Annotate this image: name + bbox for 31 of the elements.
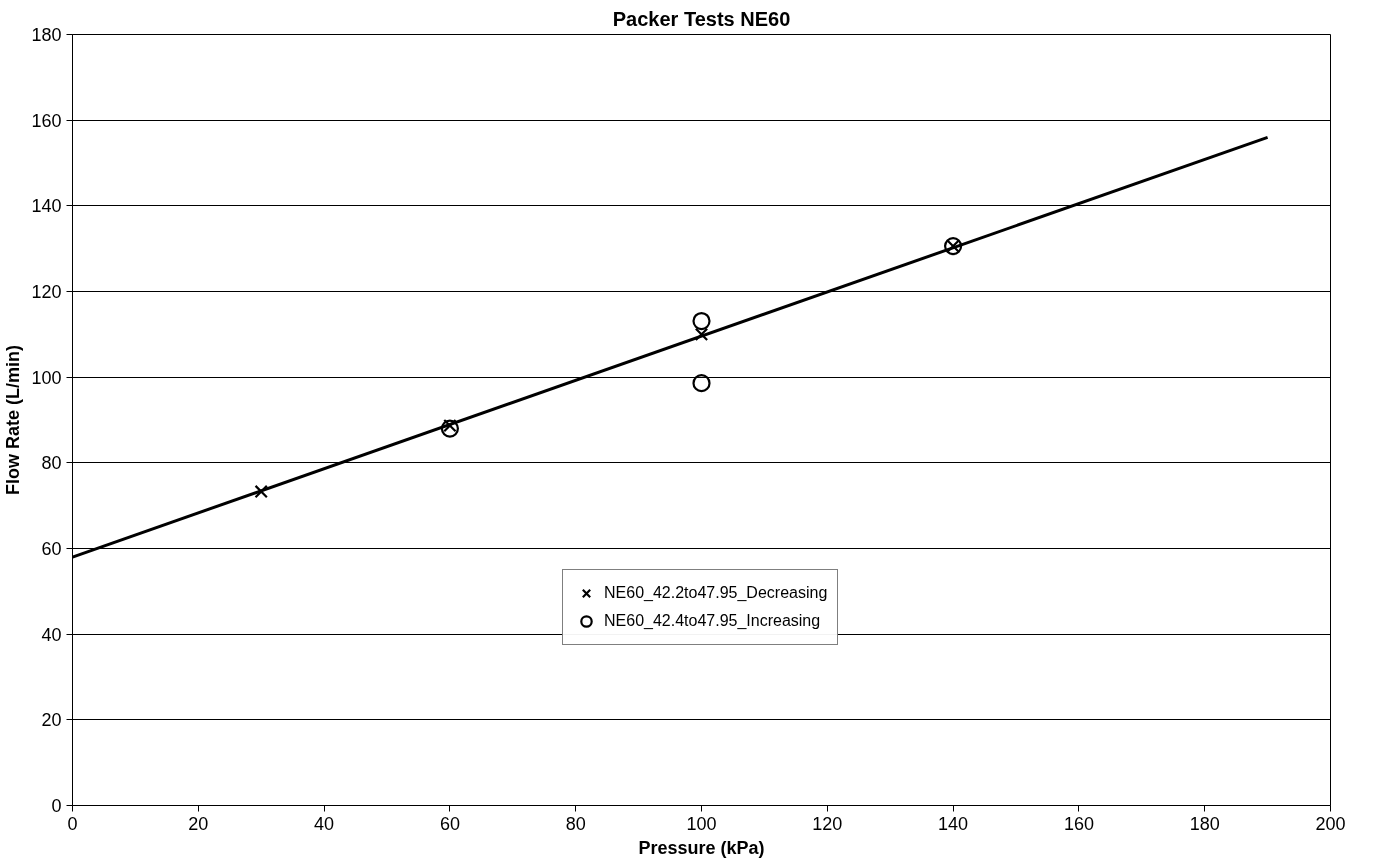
x-tick-label: 140 <box>938 813 969 834</box>
x-tick-label: 160 <box>1063 813 1094 834</box>
x-axis-title: Pressure (kPa) <box>638 837 765 858</box>
y-tick-label: 20 <box>41 710 62 731</box>
chart-title: Packer Tests NE60 <box>612 7 791 30</box>
y-tick-label: 120 <box>31 282 62 302</box>
x-tick-label: 100 <box>686 813 717 834</box>
point <box>254 484 268 499</box>
point <box>692 374 711 393</box>
y-tick-label: 80 <box>41 453 62 474</box>
legend-label: NE60_42.4to47.95_Increasing <box>604 612 821 630</box>
x-tick-label: 120 <box>812 813 843 834</box>
x-tick-label: 20 <box>188 813 209 834</box>
y-tick-label: 60 <box>41 539 62 559</box>
y-tick-label: 140 <box>31 196 62 217</box>
y-tick-label: 100 <box>31 367 62 388</box>
y-tick-label: 0 <box>51 796 62 816</box>
x-tick-label: 200 <box>1315 813 1346 834</box>
legend-label: NE60_42.2to47.95_Decreasing <box>604 584 828 602</box>
y-tick-label: 160 <box>31 110 62 131</box>
y-axis-title: Flow Rate (L/min) <box>3 345 24 495</box>
point <box>694 327 709 342</box>
x-tick-label: 60 <box>439 813 460 834</box>
x-tick-label: 180 <box>1189 813 1220 834</box>
x-tick-label: 0 <box>67 813 78 834</box>
y-tick-label: 180 <box>31 25 62 45</box>
point <box>692 311 711 331</box>
point <box>440 419 459 438</box>
x-tick-label: 80 <box>565 813 586 834</box>
y-tick-label: 40 <box>41 624 62 645</box>
x-tick-label: 40 <box>314 813 335 834</box>
